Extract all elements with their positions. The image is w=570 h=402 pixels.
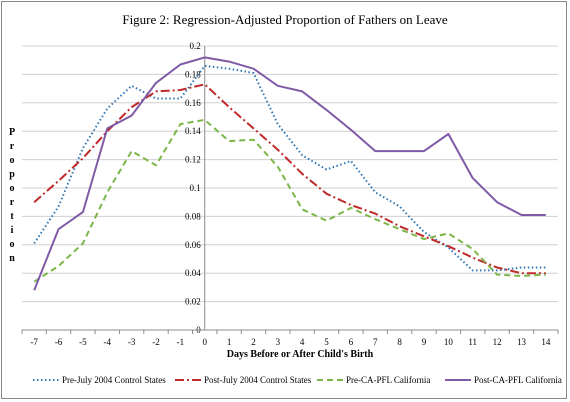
x-tick-label: 10 bbox=[444, 337, 454, 347]
series-lines bbox=[33, 56, 546, 291]
y-tick-label: 0.16 bbox=[185, 98, 201, 108]
y-axis-title-letter: o bbox=[10, 239, 15, 250]
x-tick-label: -6 bbox=[55, 337, 63, 347]
x-tick-label: 7 bbox=[373, 337, 378, 347]
legend-label: Pre-July 2004 Control States bbox=[62, 375, 166, 385]
x-axis-title: Days Before or After Child's Birth bbox=[227, 349, 374, 360]
x-tick-label: -3 bbox=[128, 337, 136, 347]
x-tick-label: 2 bbox=[251, 337, 256, 347]
y-tick-label: 0.06 bbox=[185, 240, 201, 250]
y-axis-title-letter: n bbox=[9, 253, 15, 264]
y-tick-label: 0.12 bbox=[185, 155, 201, 165]
legend-label: Post-July 2004 Control States bbox=[204, 375, 312, 385]
series-line-2 bbox=[33, 83, 546, 275]
y-axis-title-letter: r bbox=[10, 197, 15, 208]
x-tick-label: 8 bbox=[397, 337, 402, 347]
x-tick-label: 14 bbox=[541, 337, 551, 347]
y-tick-label: 0.02 bbox=[185, 297, 201, 307]
x-tick-label: 1 bbox=[227, 337, 232, 347]
y-tick-label: 0.18 bbox=[185, 69, 201, 79]
grid bbox=[22, 45, 558, 303]
y-axis-title-letter: t bbox=[10, 211, 14, 222]
x-tick-label: 3 bbox=[276, 337, 281, 347]
y-tick-label: 0.08 bbox=[185, 211, 201, 221]
x-tick-label: -5 bbox=[79, 337, 87, 347]
chart-title: Figure 2: Regression-Adjusted Proportion… bbox=[122, 12, 448, 27]
x-tick-label: 11 bbox=[468, 337, 477, 347]
x-tick-label: 12 bbox=[493, 337, 502, 347]
y-axis-title-letter: o bbox=[10, 183, 15, 194]
y-axis-title-letter: P bbox=[9, 127, 15, 138]
x-tick-label: 0 bbox=[202, 337, 207, 347]
y-tick-label: 0.2 bbox=[189, 41, 200, 51]
x-tick-label: 9 bbox=[422, 337, 427, 347]
legend-label: Pre-CA-PFL California bbox=[346, 375, 430, 385]
x-tick-label: -2 bbox=[152, 337, 160, 347]
series-line-1 bbox=[33, 64, 546, 272]
y-axis-title-letter: r bbox=[10, 141, 15, 152]
legend-label: Post-CA-PFL California bbox=[474, 375, 562, 385]
y-tick-label: 0.1 bbox=[189, 183, 200, 193]
y-tick-label: 0.04 bbox=[185, 268, 201, 278]
x-tick-label: -1 bbox=[177, 337, 185, 347]
y-tick-label: 0.14 bbox=[185, 126, 201, 136]
y-axis-title-letter: i bbox=[11, 225, 14, 236]
x-tick-label: 5 bbox=[324, 337, 329, 347]
axes: 0 0.02 0.04 0.06 0.08 0.1 0.12 0.14 0.16 0.18 0.2 -… bbox=[21, 41, 559, 347]
y-axis-title-letter: p bbox=[9, 169, 15, 180]
x-tick-label: -4 bbox=[104, 337, 112, 347]
x-tick-label: -7 bbox=[30, 337, 38, 347]
x-tick-label: 6 bbox=[349, 337, 354, 347]
y-axis-title: Proportion bbox=[9, 127, 15, 264]
series-line-3 bbox=[33, 118, 546, 283]
x-tick-label: 13 bbox=[517, 337, 527, 347]
legend: Pre-July 2004 Control States Post-July 20… bbox=[33, 375, 562, 385]
y-axis-title-letter: o bbox=[10, 155, 15, 166]
x-tick-label: 4 bbox=[300, 337, 305, 347]
series-line-4 bbox=[33, 56, 546, 291]
